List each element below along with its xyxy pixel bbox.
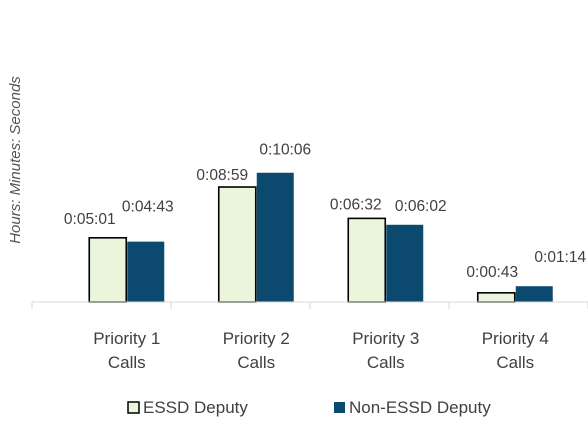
legend: ESSD Deputy Non-ESSD Deputy	[127, 398, 491, 417]
x-axis	[31, 301, 588, 309]
legend-swatch-non-essd	[334, 402, 345, 413]
data-label-essd-2: 0:08:59	[196, 167, 248, 184]
legend-label-essd: ESSD Deputy	[143, 398, 248, 417]
legend-label-non-essd: Non-ESSD Deputy	[349, 398, 491, 417]
data-label-essd-3: 0:06:32	[330, 196, 382, 213]
bar-non-essd-3	[386, 224, 424, 302]
data-labels-group: 0:05:01 0:04:43 0:08:59 0:10:06 0:06:32 0:06:…	[64, 142, 587, 281]
y-axis-label-group: Hours: Minutes: Seconds	[7, 76, 24, 244]
data-label-non-essd-2: 0:10:06	[259, 142, 311, 159]
bar-non-essd-2	[256, 172, 294, 302]
x-tick-label-2: Priority 2 Calls	[223, 329, 290, 372]
data-label-non-essd-4: 0:01:14	[534, 249, 586, 266]
x-tick-labels: Priority 1 Calls Priority 2 Calls Priority 3…	[93, 329, 549, 372]
x-tick-label-1: Priority 1 Calls	[93, 329, 160, 372]
x-tick-label-4: Priority 4 Calls	[482, 329, 549, 372]
bar-essd-2	[217, 186, 257, 303]
legend-swatch-essd	[127, 401, 140, 414]
bar-non-essd-4	[515, 286, 553, 302]
bar-non-essd-1	[127, 241, 165, 302]
y-axis-label: Hours: Minutes: Seconds	[7, 76, 24, 244]
bar-essd-4	[476, 292, 516, 303]
data-label-essd-4: 0:00:43	[466, 264, 518, 281]
bar-essd-3	[347, 217, 387, 303]
bar-essd-1	[88, 236, 128, 303]
data-label-non-essd-3: 0:06:02	[395, 198, 447, 215]
data-label-essd-1: 0:05:01	[64, 211, 116, 228]
bars-group	[88, 172, 553, 303]
data-label-non-essd-1: 0:04:43	[122, 199, 174, 216]
x-tick-label-3: Priority 3 Calls	[352, 329, 419, 372]
